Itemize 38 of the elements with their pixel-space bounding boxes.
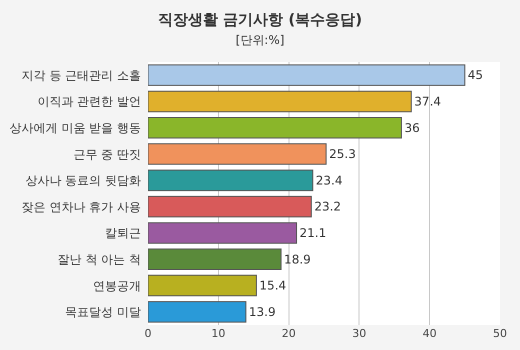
data-label: 36 <box>404 120 420 135</box>
data-label: 23.2 <box>314 200 342 214</box>
data-label: 23.4 <box>316 173 342 188</box>
y-tick-label: 잦은 연차나 휴가 사용 <box>22 200 141 214</box>
bar <box>148 248 282 270</box>
data-label: 45 <box>468 68 484 82</box>
bar <box>148 90 412 112</box>
y-tick-label: 목표달성 미달 <box>65 305 141 320</box>
data-label: 15.4 <box>259 278 286 293</box>
data-label: 21.1 <box>300 226 326 240</box>
y-tick-label: 연봉공개 <box>93 278 141 293</box>
bar <box>148 274 257 296</box>
data-label: 25.3 <box>329 147 356 162</box>
x-tick-label: 0 <box>144 327 152 340</box>
x-tick-label: 10 <box>211 327 226 340</box>
x-tick-label: 30 <box>352 327 366 340</box>
bar <box>148 143 327 165</box>
bar <box>148 64 466 86</box>
y-tick-label: 칼퇴근 <box>105 226 141 240</box>
data-label: 18.9 <box>284 252 311 266</box>
bar <box>148 116 402 139</box>
bar <box>148 222 298 244</box>
bar <box>148 170 314 192</box>
y-tick-label: 상사에게 미움 받을 행동 <box>10 120 141 135</box>
x-tick-label: 20 <box>282 327 296 340</box>
y-tick-label: 지각 등 근태관리 소홀 <box>22 68 141 82</box>
y-tick-label: 상사나 동료의 뒷담화 <box>25 174 141 188</box>
bar <box>148 196 312 218</box>
y-tick-label: 이직과 관련한 발언 <box>37 94 141 109</box>
chart-subtitle: [단위:%] <box>236 33 284 47</box>
bar <box>148 301 246 323</box>
x-tick-label: 40 <box>422 327 437 340</box>
chart-title: 직장생활 금기사항 (복수응답) <box>158 10 362 28</box>
data-label: 13.9 <box>248 304 276 319</box>
y-tick-label: 근무 중 딴짓 <box>73 147 141 162</box>
y-tick-label: 잘난 척 아는 척 <box>58 252 141 266</box>
data-label: 37.4 <box>414 94 442 108</box>
x-tick-label: 50 <box>493 327 507 340</box>
